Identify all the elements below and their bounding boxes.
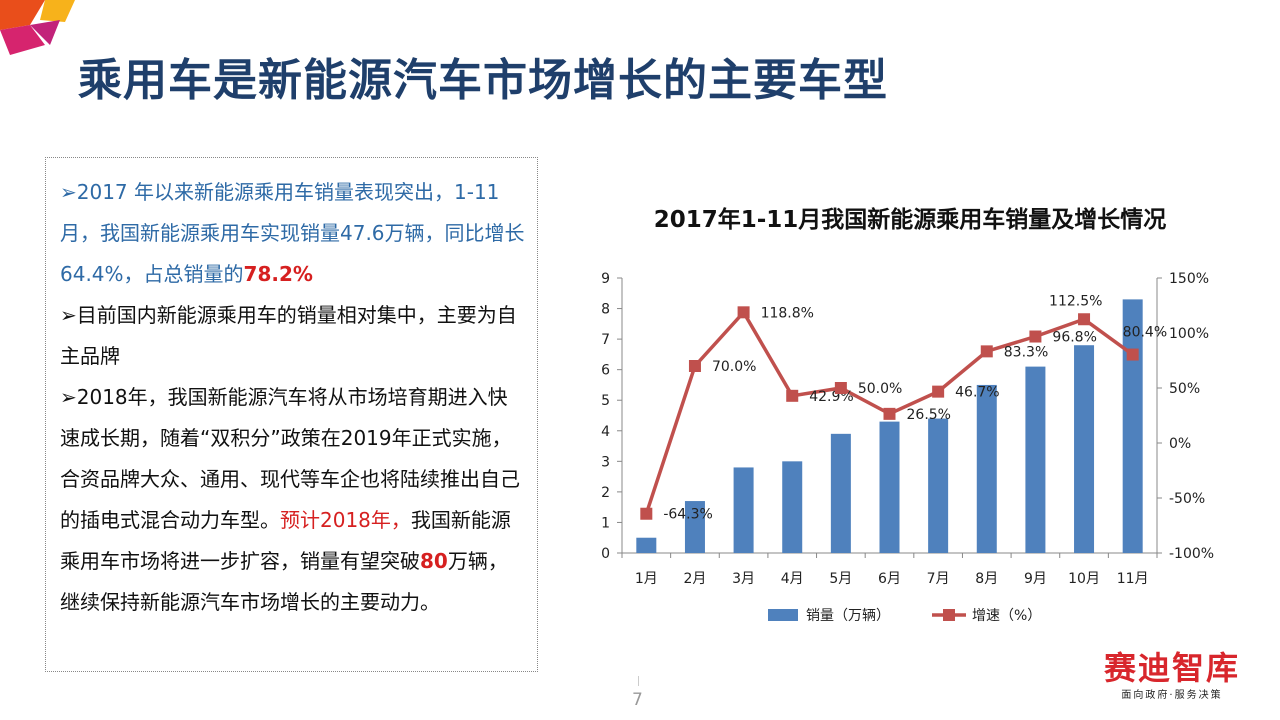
y-tick-label: 4 [601, 424, 610, 440]
y-tick-label: 9 [601, 271, 610, 287]
growth-data-label: 42.9% [809, 389, 853, 405]
p1-highlight: 78.2% [243, 262, 313, 286]
decorative-logo-icon [0, 0, 75, 55]
y-tick-label: 1 [601, 515, 610, 531]
paragraph-3: ➢2018年，我国新能源汽车将从市场培育期进入快速成长期，随着“双积分”政策在2… [60, 377, 527, 623]
legend-line-label: 增速（%） [972, 608, 1041, 624]
y-tick-label: 6 [601, 363, 610, 379]
growth-marker-5 [834, 382, 847, 394]
x-tick-label: 1月 [635, 571, 658, 587]
bar-10 [1074, 345, 1095, 553]
y2-tick-label: -100% [1169, 546, 1214, 562]
p3-forecast: 预计2018年， [280, 508, 411, 532]
growth-data-label: -64.3% [663, 507, 713, 523]
growth-marker-7 [932, 385, 945, 398]
divider [638, 676, 639, 686]
growth-data-label: 80.4% [1123, 325, 1167, 341]
bar-1 [636, 537, 657, 553]
y-tick-label: 2 [601, 485, 610, 501]
y2-tick-label: 150% [1169, 271, 1209, 287]
bar-2 [684, 501, 705, 553]
x-tick-label: 2月 [683, 571, 706, 587]
page-number: 7 [632, 690, 643, 710]
growth-data-label: 112.5% [1049, 293, 1102, 309]
y-tick-label: 8 [601, 302, 610, 318]
y-tick-label: 3 [601, 454, 610, 470]
bar-6 [879, 421, 900, 553]
y-tick-label: 5 [601, 393, 610, 409]
bar-11 [1122, 299, 1143, 553]
growth-marker-2 [688, 360, 701, 372]
bar-4 [782, 461, 803, 553]
growth-marker-4 [786, 389, 799, 402]
x-tick-label: 4月 [781, 571, 804, 587]
brand-slogan: 面向政府·服务决策 [1121, 690, 1223, 701]
paragraph-2: ➢目前国内新能源乘用车的销量相对集中，主要为自主品牌 [60, 303, 517, 368]
x-tick-label: 6月 [878, 571, 901, 587]
growth-marker-3 [737, 306, 750, 319]
page-title: 乘用车是新能源汽车市场增长的主要车型 [78, 55, 888, 106]
y2-tick-label: 100% [1169, 326, 1209, 342]
legend-bar-label: 销量（万辆） [806, 608, 890, 624]
bar-9 [1025, 366, 1046, 553]
growth-data-label: 70.0% [712, 359, 756, 375]
bar-3 [733, 467, 754, 553]
y2-tick-label: -50% [1169, 491, 1205, 507]
x-tick-label: 10月 [1068, 571, 1100, 587]
p1-text: ➢2017 年以来新能源乘用车销量表现突出，1-11月，我国新能源乘用车实现销量… [60, 180, 525, 286]
x-tick-label: 9月 [1024, 571, 1047, 587]
brand-name: 赛迪智库 [1103, 649, 1240, 687]
summary-textbox: ➢2017 年以来新能源乘用车销量表现突出，1-11月，我国新能源乘用车实现销量… [45, 157, 538, 672]
growth-marker-9 [1029, 330, 1042, 343]
growth-marker-10 [1078, 313, 1091, 326]
growth-marker-8 [980, 345, 993, 358]
combo-chart: 0 1 2 3 4 5 6 7 8 9 -100% -50% 0% 50% 100% 150% 1月 2月 3月 4月… [601, 271, 1214, 624]
growth-data-label: 46.7% [955, 385, 999, 401]
growth-data-label: 96.8% [1052, 330, 1096, 346]
p3-text-2: 我国新能源乘用车市场将进一步扩容，销量有望突破 [60, 508, 511, 573]
growth-data-label: 83.3% [1004, 344, 1048, 360]
p3-text-3: 万辆，继续保持新能源汽车市场增长的主要动力。 [60, 549, 508, 614]
y-tick-label: 0 [601, 546, 610, 562]
x-tick-label: 11月 [1117, 571, 1149, 587]
x-tick-label: 3月 [732, 571, 755, 587]
legend-bar-swatch [768, 609, 798, 621]
y2-tick-label: 0% [1169, 436, 1191, 452]
growth-data-label: 26.5% [907, 407, 951, 423]
growth-data-label: 50.0% [858, 381, 902, 397]
paragraph-1: ➢2017 年以来新能源乘用车销量表现突出，1-11月，我国新能源乘用车实现销量… [60, 172, 527, 295]
x-tick-label: 7月 [927, 571, 950, 587]
y-tick-label: 7 [601, 332, 610, 348]
growth-marker-1 [640, 507, 653, 520]
growth-marker-11 [1126, 348, 1139, 361]
growth-marker-6 [883, 407, 896, 420]
chart-title: 2017年1-11月我国新能源乘用车销量及增长情况 [653, 207, 1167, 233]
growth-data-label: 118.8% [761, 305, 814, 321]
legend-line-marker [943, 609, 955, 621]
bar-7 [928, 418, 949, 553]
bar-8 [976, 384, 997, 553]
x-tick-label: 5月 [829, 571, 852, 587]
bar-5 [830, 433, 851, 553]
brand-logo: 赛迪智库 面向政府·服务决策 [1092, 650, 1252, 701]
x-tick-label: 8月 [975, 571, 998, 587]
y2-tick-label: 50% [1169, 381, 1200, 397]
p3-highlight: 80 [420, 549, 448, 573]
p3-text: ➢2018年，我国新能源汽车将从市场培育期进入快速成长期，随着“双积分”政策在2… [60, 385, 520, 532]
